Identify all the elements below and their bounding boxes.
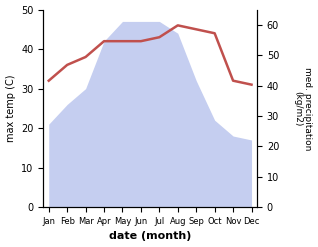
X-axis label: date (month): date (month) <box>109 231 191 242</box>
Y-axis label: med. precipitation
(kg/m2): med. precipitation (kg/m2) <box>293 67 313 150</box>
Y-axis label: max temp (C): max temp (C) <box>5 75 16 142</box>
